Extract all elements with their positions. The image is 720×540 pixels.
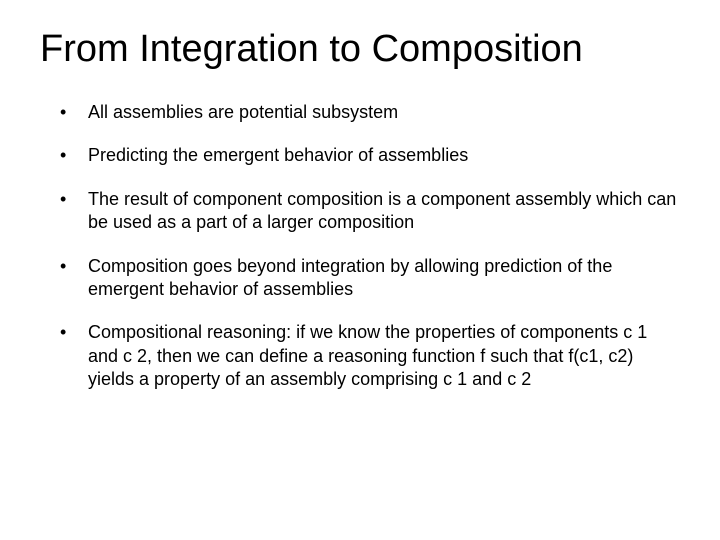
- list-item: Compositional reasoning: if we know the …: [60, 321, 680, 391]
- slide: From Integration to Composition All asse…: [0, 0, 720, 540]
- list-item: All assemblies are potential subsystem: [60, 101, 680, 124]
- list-item: Predicting the emergent behavior of asse…: [60, 144, 680, 167]
- list-item: The result of component composition is a…: [60, 188, 680, 235]
- bullet-list: All assemblies are potential subsystem P…: [60, 101, 680, 392]
- slide-title: From Integration to Composition: [40, 28, 680, 71]
- list-item: Composition goes beyond integration by a…: [60, 255, 680, 302]
